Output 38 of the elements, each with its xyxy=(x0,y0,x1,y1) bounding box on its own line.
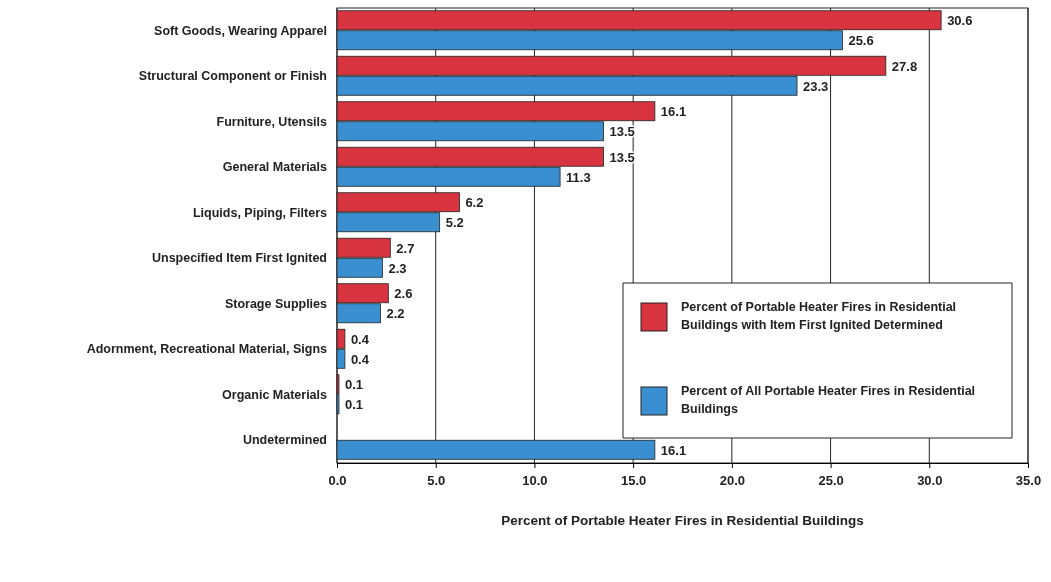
legend-label: Percent of All Portable Heater Fires in Residential Buildings xyxy=(681,384,976,417)
y-tick-label: Unspecified Item First Ignited xyxy=(151,251,327,266)
data-label: 0.4 xyxy=(350,351,370,367)
data-label: 0.4 xyxy=(350,331,370,347)
y-tick-label: Adornment, Recreational Material, Signs xyxy=(86,342,328,357)
data-label: 16.1 xyxy=(660,442,687,458)
y-tick-label: Storage Supplies xyxy=(224,296,328,311)
y-tick-label: Liquids, Piping, Filters xyxy=(192,205,328,220)
data-label: 0.1 xyxy=(344,377,364,393)
data-label: 27.8 xyxy=(891,58,918,74)
data-label: 30.6 xyxy=(947,13,973,29)
y-tick-label: Structural Component or Finish xyxy=(138,69,327,84)
data-label: 2.7 xyxy=(396,240,415,256)
x-tick-label: 15.0 xyxy=(620,473,647,489)
data-label: 2.3 xyxy=(388,260,407,276)
y-tick-label: Undetermined xyxy=(242,433,327,448)
x-tick-label: 20.0 xyxy=(719,473,746,489)
data-label: 11.3 xyxy=(566,169,591,185)
x-tick-label: 35.0 xyxy=(1015,473,1042,489)
x-tick-label: 0.0 xyxy=(328,473,347,489)
x-tick-label: 5.0 xyxy=(427,473,446,489)
data-label: 5.2 xyxy=(445,215,464,231)
data-label: 2.2 xyxy=(386,306,405,322)
legend-label: Percent of Portable Heater Fires in Residential Buildings with Item First Ignited Determined xyxy=(681,300,957,333)
data-label: 6.2 xyxy=(465,195,484,211)
data-label: 2.6 xyxy=(394,286,413,302)
data-label: 16.1 xyxy=(660,104,687,120)
data-label: 25.6 xyxy=(848,33,874,49)
y-tick-label: Soft Goods, Wearing Apparel xyxy=(154,23,327,38)
y-tick-label: General Materials xyxy=(222,160,328,175)
y-tick-label: Organic Materials xyxy=(222,387,328,402)
y-tick-label: Furniture, Utensils xyxy=(216,114,328,129)
data-label: 23.3 xyxy=(803,78,829,94)
x-axis-title: Percent of Portable Heater Fires in Residential Buildings xyxy=(501,513,864,528)
data-label: 0.1 xyxy=(344,397,364,413)
x-tick-label: 25.0 xyxy=(818,473,844,489)
x-tick-label: 30.0 xyxy=(917,473,943,489)
x-tick-label: 10.0 xyxy=(522,473,548,489)
